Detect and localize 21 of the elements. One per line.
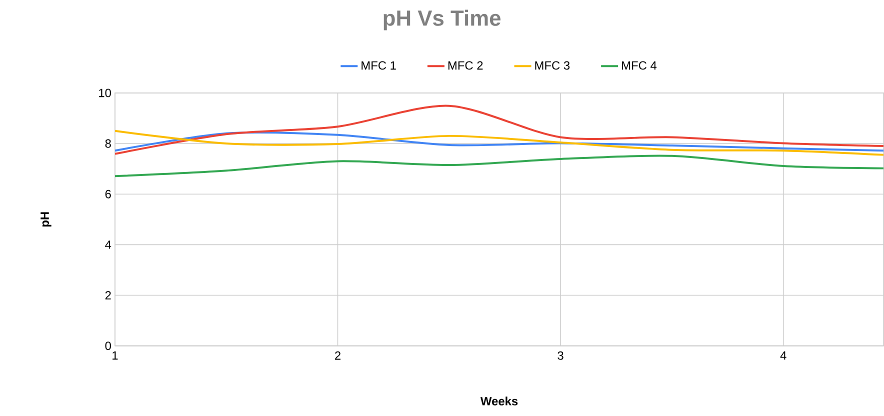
legend-label: MFC 1 <box>362 61 396 70</box>
legend-label: MFC 3 <box>535 61 570 70</box>
line-series <box>114 104 884 155</box>
y-tick-label: 10 <box>99 88 111 98</box>
legend-label: MFC 2 <box>448 61 483 70</box>
line-series <box>114 130 884 156</box>
x-tick-label: 4 <box>780 351 786 360</box>
x-tick-label: 2 <box>335 351 340 360</box>
y-axis-title: pH <box>40 212 52 227</box>
y-tick-label: 2 <box>105 291 111 300</box>
legend-label: MFC 4 <box>622 61 657 70</box>
line-series <box>114 132 884 152</box>
x-tick-label: 1 <box>112 351 118 360</box>
chart-title: pH Vs Time <box>384 10 501 30</box>
x-axis-title: Weeks <box>480 396 518 406</box>
y-tick-label: 8 <box>105 139 111 148</box>
line-series <box>114 154 884 178</box>
x-tick-label: 3 <box>558 351 564 360</box>
y-tick-label: 6 <box>105 190 111 198</box>
y-tick-label: 0 <box>105 342 111 350</box>
y-tick-label: 4 <box>105 240 112 249</box>
